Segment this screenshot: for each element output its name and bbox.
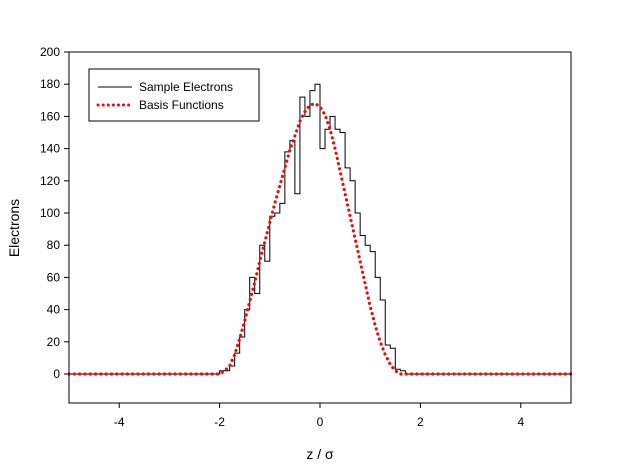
- y-tick-label: 80: [47, 238, 61, 252]
- y-tick-label: 120: [40, 174, 60, 188]
- series-sample-electrons: [69, 83, 571, 375]
- series-layer: [67, 83, 573, 376]
- y-axis-label: Electrons: [6, 199, 22, 257]
- legend-label-sample-electrons: Sample Electrons: [139, 80, 233, 94]
- ticks-layer: 0 20 40 60 80 100 120 140 160 180 200 -4 -2 0 2 4: [40, 45, 524, 429]
- y-tick-label: 0: [53, 367, 60, 381]
- y-tick-label: 200: [40, 45, 60, 59]
- y-tick-label: 180: [40, 77, 60, 91]
- x-tick-label: -4: [114, 415, 125, 429]
- y-tick-label: 140: [40, 142, 60, 156]
- legend: Sample Electrons Basis Functions: [88, 68, 260, 122]
- x-tick-label: 2: [417, 415, 424, 429]
- y-tick-label: 100: [40, 206, 60, 220]
- legend-label-basis-functions: Basis Functions: [139, 98, 224, 112]
- x-tick-label: -2: [214, 415, 225, 429]
- legend-box: [88, 68, 260, 122]
- series-basis-functions: [67, 101, 573, 376]
- x-axis-label: z / σ: [306, 446, 334, 462]
- y-tick-label: 160: [40, 109, 60, 123]
- x-tick-label: 0: [317, 415, 324, 429]
- x-tick-label: 4: [517, 415, 524, 429]
- y-tick-label: 40: [47, 303, 61, 317]
- y-tick-label: 60: [47, 270, 61, 284]
- plot-frame: [68, 51, 572, 404]
- y-tick-label: 20: [47, 335, 61, 349]
